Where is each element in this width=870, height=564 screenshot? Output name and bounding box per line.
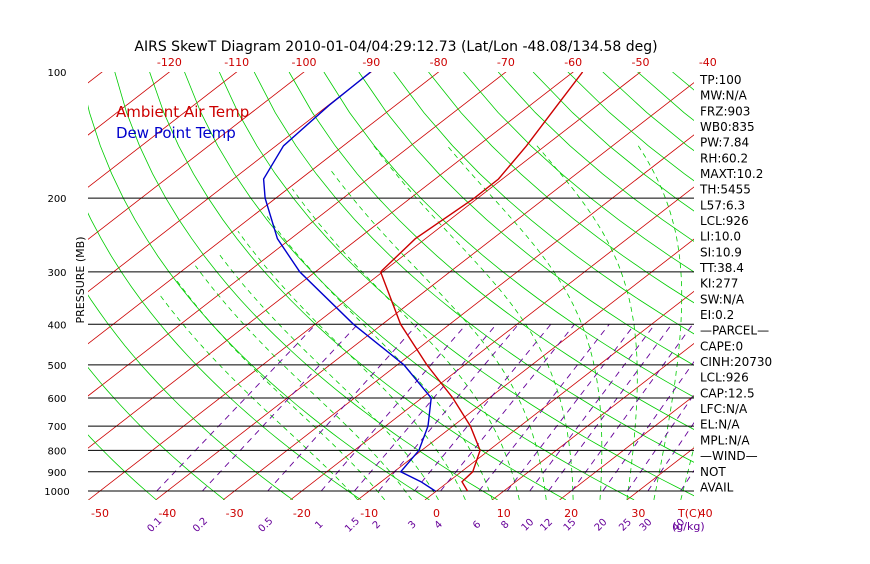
- index-label: CINH:20730: [700, 355, 772, 369]
- temp-tick-bottom: 30: [631, 507, 645, 520]
- y-axis-label: PRESSURE (MB): [74, 237, 87, 324]
- temp-tick-top: -40: [699, 56, 717, 69]
- temp-tick-top: -100: [292, 56, 317, 69]
- pressure-tick-label: 700: [47, 422, 66, 433]
- index-label: TH:5455: [699, 183, 751, 197]
- pressure-tick-label: 800: [47, 446, 66, 457]
- temp-tick-bottom: -10: [360, 507, 378, 520]
- temp-tick-bottom: 10: [497, 507, 511, 520]
- temp-tick-bottom: -40: [158, 507, 176, 520]
- index-label: AVAIL: [700, 480, 734, 494]
- index-label: LCL:926: [700, 371, 749, 385]
- index-label: MW:N/A: [700, 89, 748, 103]
- index-label: SW:N/A: [700, 292, 745, 306]
- index-label: MAXT:10.2: [700, 167, 763, 181]
- index-label: LI:10.0: [700, 230, 741, 244]
- index-label: WB0:835: [700, 120, 755, 134]
- index-label: TT:38.4: [699, 261, 744, 275]
- mixing-ratio-label: (g/kg): [672, 520, 705, 533]
- index-label: EL:N/A: [700, 418, 740, 432]
- pressure-tick-label: 300: [47, 268, 66, 279]
- pressure-tick-label: 900: [47, 468, 66, 479]
- temp-tick-top: -70: [497, 56, 515, 69]
- pressure-tick-label: 400: [47, 320, 66, 331]
- pressure-tick-label: 1000: [44, 487, 69, 498]
- pressure-tick-label: 500: [47, 361, 66, 372]
- x-axis-label: T(C): [677, 507, 701, 520]
- temp-tick-top: -60: [564, 56, 582, 69]
- temp-tick-bottom: 0: [433, 507, 440, 520]
- pressure-tick-label: 100: [47, 68, 66, 79]
- index-label: CAPE:0: [700, 339, 743, 353]
- index-label: CAP:12.5: [700, 386, 755, 400]
- index-label: NOT: [700, 465, 726, 479]
- index-label: LFC:N/A: [700, 402, 748, 416]
- temp-tick-bottom: -50: [91, 507, 109, 520]
- index-label: LCL:926: [700, 214, 749, 228]
- index-label: PW:7.84: [700, 136, 749, 150]
- index-label: TP:100: [699, 73, 742, 87]
- legend-ambient-air-temp: Ambient Air Temp: [116, 103, 249, 121]
- chart-title: AIRS SkewT Diagram 2010-01-04/04:29:12.7…: [134, 39, 657, 55]
- index-label: SI:10.9: [700, 245, 742, 259]
- pressure-tick-label: 200: [47, 194, 66, 205]
- index-label: MPL:N/A: [700, 433, 750, 447]
- index-label: KI:277: [700, 277, 738, 291]
- index-label: FRZ:903: [700, 104, 750, 118]
- index-label: —WIND—: [700, 449, 758, 463]
- legend-dew-point-temp: Dew Point Temp: [116, 124, 236, 142]
- temp-tick-top: -80: [430, 56, 448, 69]
- index-label: —PARCEL—: [700, 324, 769, 338]
- temp-tick-bottom: -20: [293, 507, 311, 520]
- index-label: RH:60.2: [700, 151, 748, 165]
- temp-tick-top: -110: [224, 56, 249, 69]
- temp-tick-bottom: -30: [226, 507, 244, 520]
- temp-tick-top: -50: [632, 56, 650, 69]
- temp-tick-top: -90: [362, 56, 380, 69]
- index-label: EI:0.2: [700, 308, 734, 322]
- index-label: L57:6.3: [700, 198, 745, 212]
- temp-tick-top: -120: [157, 56, 182, 69]
- pressure-tick-label: 600: [47, 394, 66, 405]
